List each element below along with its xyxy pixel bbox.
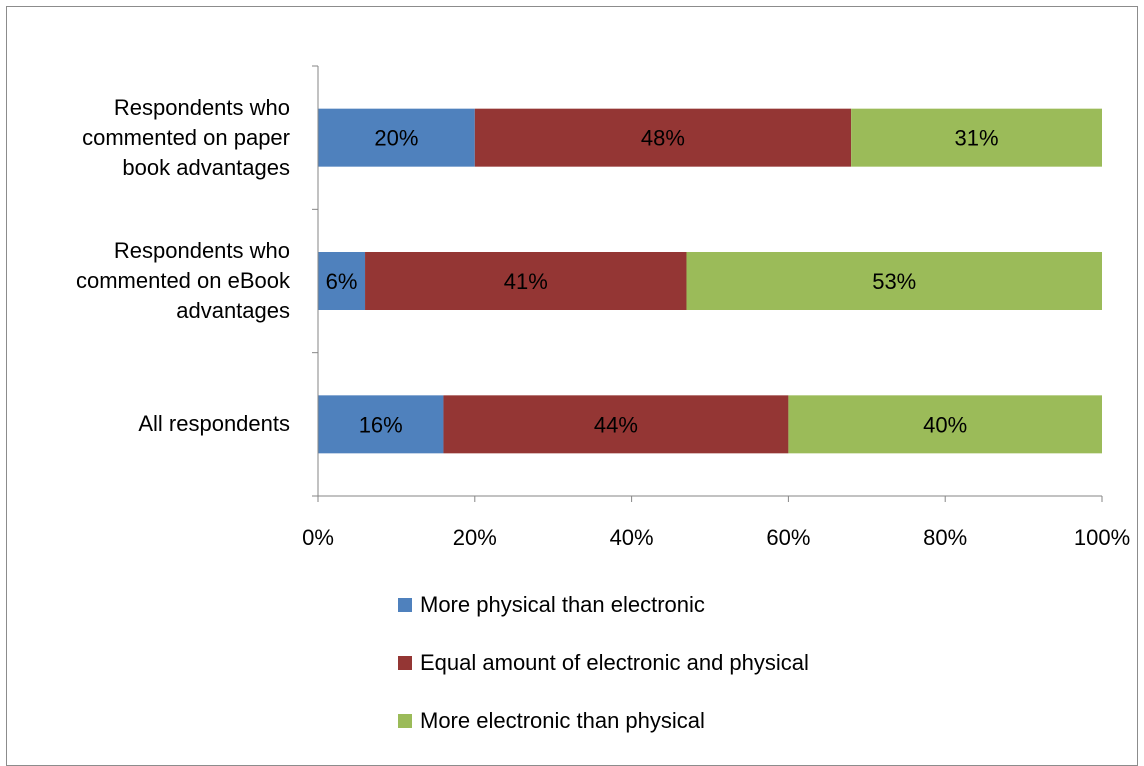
legend-item: More physical than electronic <box>398 590 705 620</box>
data-label: 40% <box>923 412 967 437</box>
legend-label: More physical than electronic <box>420 592 705 617</box>
legend-swatch <box>398 656 412 670</box>
bar-segment <box>318 395 444 454</box>
data-label: 44% <box>594 412 638 437</box>
legend-item: More electronic than physical <box>398 706 705 736</box>
x-tick-label: 40% <box>610 525 654 550</box>
x-tick-label: 0% <box>302 525 334 550</box>
bar-segment <box>474 108 852 167</box>
category-label: Respondents who commented on eBook advanta… <box>0 236 290 326</box>
x-tick-label: 100% <box>1074 525 1130 550</box>
legend-label: Equal amount of electronic and physical <box>420 650 809 675</box>
bar-segment <box>318 108 475 167</box>
data-label: 20% <box>374 126 418 151</box>
bar-segment <box>365 252 687 310</box>
data-label: 53% <box>872 269 916 294</box>
category-label: All respondents <box>0 409 290 439</box>
x-tick-label: 80% <box>923 525 967 550</box>
category-label: Respondents who commented on paper book ad… <box>0 93 290 183</box>
category-label-line: Respondents who <box>113 94 290 120</box>
bar-segment <box>788 395 1102 454</box>
bar-segment <box>318 252 366 310</box>
data-label: 48% <box>641 126 685 151</box>
data-label: 41% <box>504 269 548 294</box>
category-label-line: advantages <box>176 298 290 323</box>
category-label-line: book advantages <box>122 154 290 180</box>
bar-segment <box>443 395 789 454</box>
x-tick-label: 20% <box>453 525 497 550</box>
legend-item: Equal amount of electronic and physical <box>398 648 809 678</box>
legend-swatch <box>398 714 412 728</box>
bar-segment <box>851 108 1102 167</box>
category-label-line: Respondents who <box>113 238 290 263</box>
data-label: 6% <box>326 269 358 294</box>
category-label-line: commented on eBook <box>75 268 290 293</box>
category-label-line: commented on paper <box>82 124 290 150</box>
category-label-line: All respondents <box>138 411 290 437</box>
bar-segment <box>686 252 1102 310</box>
data-label: 16% <box>359 412 403 437</box>
data-label: 31% <box>955 126 999 151</box>
x-tick-label: 60% <box>766 525 810 550</box>
legend-swatch <box>398 598 412 612</box>
legend-label: More electronic than physical <box>420 708 705 733</box>
